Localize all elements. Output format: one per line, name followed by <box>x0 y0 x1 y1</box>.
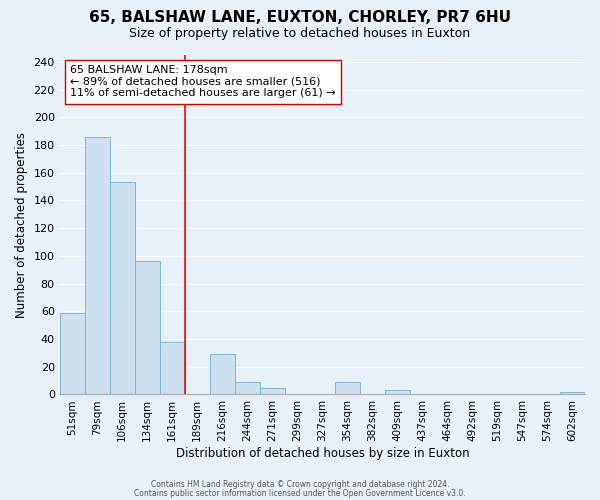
Bar <box>560 392 585 394</box>
Bar <box>235 382 260 394</box>
Bar <box>85 136 110 394</box>
X-axis label: Distribution of detached houses by size in Euxton: Distribution of detached houses by size … <box>176 447 469 460</box>
Text: Contains HM Land Registry data © Crown copyright and database right 2024.: Contains HM Land Registry data © Crown c… <box>151 480 449 489</box>
Bar <box>59 312 85 394</box>
Y-axis label: Number of detached properties: Number of detached properties <box>15 132 28 318</box>
Bar <box>160 342 185 394</box>
Bar <box>135 262 160 394</box>
Text: 65, BALSHAW LANE, EUXTON, CHORLEY, PR7 6HU: 65, BALSHAW LANE, EUXTON, CHORLEY, PR7 6… <box>89 10 511 25</box>
Text: 65 BALSHAW LANE: 178sqm
← 89% of detached houses are smaller (516)
11% of semi-d: 65 BALSHAW LANE: 178sqm ← 89% of detache… <box>70 65 336 98</box>
Bar <box>260 388 285 394</box>
Bar <box>385 390 410 394</box>
Text: Contains public sector information licensed under the Open Government Licence v3: Contains public sector information licen… <box>134 488 466 498</box>
Text: Size of property relative to detached houses in Euxton: Size of property relative to detached ho… <box>130 28 470 40</box>
Bar <box>335 382 360 394</box>
Bar <box>210 354 235 395</box>
Bar <box>110 182 135 394</box>
